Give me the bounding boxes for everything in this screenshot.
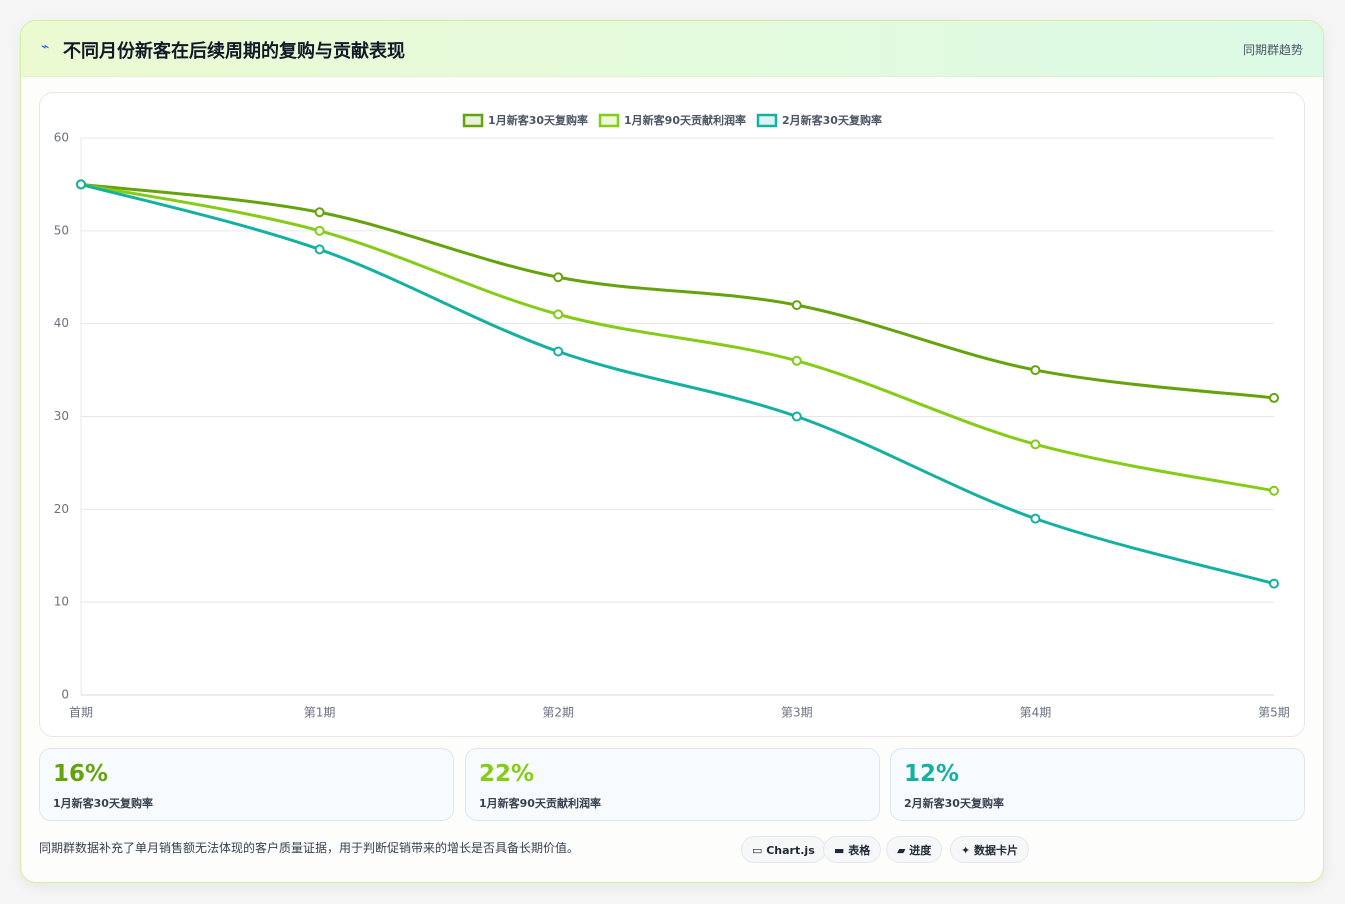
stat-label: 1月新客30天复购率 [53,797,153,810]
button-label[interactable]: 进度 [909,844,932,857]
x-tick-label: 第4期 [1020,706,1052,720]
stat-value: 16% [53,761,109,787]
y-tick-label: 60 [54,131,69,145]
button-label[interactable]: Chart.js [766,844,815,857]
footer-note: 同期群数据补充了单月销售额无法体现的客户质量证据，用于判断促销带来的增长是否具备… [39,841,580,855]
y-tick-label: 10 [54,595,69,609]
point [791,355,802,366]
header-tag: 同期群趋势 [1242,43,1303,57]
stat-value: 22% [479,761,535,787]
point [791,300,802,311]
series-line [80,182,1275,493]
button[interactable]: ▰ 进度 [886,836,943,863]
legend-swatch [598,113,620,128]
stat-value: 12% [904,761,960,787]
stat-card: 12% 2月新客30天复购率 [890,748,1305,821]
stat-card: 22% 1月新客90天贡献利润率 [465,748,880,821]
point [553,309,564,320]
y-tick-label: 0 [61,688,69,702]
point [553,346,564,357]
x-tick-label: 首期 [69,706,93,720]
chart: 0 10 20 30 40 50 60 首期 第1期 第2期 第3期 第4期 第5期 1月新客30天复购率… [54,113,1290,720]
point [1030,365,1041,376]
header-title: 不同月份新客在后续周期的复购与贡献表现 [63,41,405,62]
point [1030,513,1041,524]
point [1030,439,1041,450]
series-line [80,182,1275,586]
legend: 1月新客30天复购率 1月新客90天贡献利润率 2月新客30天复购率 [462,113,882,128]
x-tick-label: 第1期 [304,706,336,720]
point [314,244,325,255]
y-tick-label: 50 [54,223,69,237]
stat-label: 2月新客30天复购率 [904,797,1004,810]
legend-swatch [756,113,778,128]
card: ⌁ 不同月份新客在后续周期的复购与贡献表现 同期群趋势 0 10 20 30 40 50 6… [20,20,1324,883]
y-tick-label: 30 [54,409,69,423]
legend-label: 2月新客30天复购率 [782,113,882,127]
point [791,411,802,422]
legend-swatch [462,113,484,128]
legend-label: 1月新客30天复购率 [488,113,588,127]
point [1269,578,1279,589]
chart-panel: 0 10 20 30 40 50 60 首期 第1期 第2期 第3期 第4期 第5期 1月新客30天复购率… [39,92,1305,737]
button-label[interactable]: 数据卡片 [974,844,1019,857]
point [76,179,86,190]
point [314,225,325,236]
y-tick-label: 20 [54,502,69,516]
point [553,272,564,283]
button[interactable]: ✦ 数据卡片 [950,836,1030,863]
header: ⌁ 不同月份新客在后续周期的复购与贡献表现 同期群趋势 [21,21,1323,77]
button[interactable]: ▭ Chart.js [741,836,826,863]
point [314,207,325,218]
header-icon: ⌁ [41,39,50,55]
x-tick-label: 第5期 [1258,706,1290,720]
button[interactable]: ▬ 表格 [823,836,882,863]
x-tick-label: 第3期 [781,706,813,720]
y-tick-label: 40 [54,316,69,330]
series-line [80,182,1275,400]
stat-label: 1月新客90天贡献利润率 [479,797,601,810]
stat-card: 16% 1月新客30天复购率 [39,748,454,821]
point [1269,392,1279,403]
button-label[interactable]: 表格 [848,844,871,857]
legend-label: 1月新客90天贡献利润率 [624,113,746,127]
x-tick-label: 第2期 [542,706,574,720]
point [1269,485,1279,496]
